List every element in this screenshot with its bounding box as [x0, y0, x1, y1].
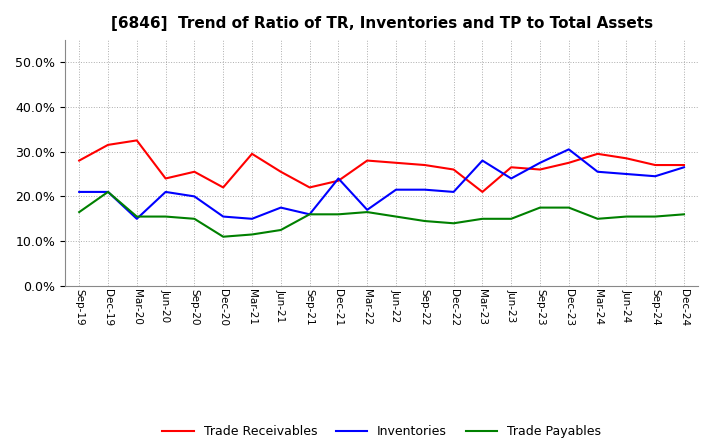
Inventories — [449, 189, 458, 194]
Trade Receivables — [190, 169, 199, 174]
Trade Payables — [334, 212, 343, 217]
Trade Receivables — [536, 167, 544, 172]
Trade Payables — [651, 214, 660, 219]
Inventories — [536, 160, 544, 165]
Trade Payables — [680, 212, 688, 217]
Trade Receivables — [507, 165, 516, 170]
Trade Payables — [104, 189, 112, 194]
Trade Receivables — [651, 162, 660, 168]
Trade Payables — [190, 216, 199, 221]
Trade Payables — [564, 205, 573, 210]
Title: [6846]  Trend of Ratio of TR, Inventories and TP to Total Assets: [6846] Trend of Ratio of TR, Inventories… — [111, 16, 652, 32]
Legend: Trade Receivables, Inventories, Trade Payables: Trade Receivables, Inventories, Trade Pa… — [157, 420, 606, 440]
Trade Receivables — [276, 169, 285, 174]
Trade Payables — [507, 216, 516, 221]
Trade Receivables — [478, 189, 487, 194]
Inventories — [680, 165, 688, 170]
Inventories — [564, 147, 573, 152]
Inventories — [478, 158, 487, 163]
Inventories — [622, 171, 631, 176]
Trade Receivables — [392, 160, 400, 165]
Trade Payables — [392, 214, 400, 219]
Trade Payables — [305, 212, 314, 217]
Trade Receivables — [104, 142, 112, 147]
Line: Trade Payables: Trade Payables — [79, 192, 684, 237]
Trade Payables — [622, 214, 631, 219]
Trade Payables — [219, 234, 228, 239]
Trade Payables — [161, 214, 170, 219]
Trade Receivables — [219, 185, 228, 190]
Inventories — [190, 194, 199, 199]
Trade Receivables — [161, 176, 170, 181]
Inventories — [219, 214, 228, 219]
Inventories — [161, 189, 170, 194]
Trade Payables — [75, 209, 84, 215]
Inventories — [507, 176, 516, 181]
Inventories — [334, 176, 343, 181]
Trade Payables — [363, 209, 372, 215]
Trade Receivables — [248, 151, 256, 157]
Inventories — [75, 189, 84, 194]
Trade Receivables — [680, 162, 688, 168]
Inventories — [392, 187, 400, 192]
Trade Payables — [449, 220, 458, 226]
Trade Payables — [276, 227, 285, 233]
Inventories — [363, 207, 372, 213]
Inventories — [305, 212, 314, 217]
Trade Payables — [593, 216, 602, 221]
Trade Receivables — [593, 151, 602, 157]
Line: Inventories: Inventories — [79, 149, 684, 219]
Trade Receivables — [420, 162, 429, 168]
Inventories — [248, 216, 256, 221]
Trade Receivables — [363, 158, 372, 163]
Trade Receivables — [305, 185, 314, 190]
Inventories — [132, 216, 141, 221]
Line: Trade Receivables: Trade Receivables — [79, 140, 684, 192]
Inventories — [420, 187, 429, 192]
Trade Payables — [248, 232, 256, 237]
Trade Payables — [478, 216, 487, 221]
Trade Payables — [132, 214, 141, 219]
Trade Receivables — [334, 178, 343, 183]
Trade Receivables — [132, 138, 141, 143]
Trade Payables — [420, 218, 429, 224]
Trade Receivables — [564, 160, 573, 165]
Trade Payables — [536, 205, 544, 210]
Inventories — [651, 174, 660, 179]
Trade Receivables — [449, 167, 458, 172]
Inventories — [104, 189, 112, 194]
Inventories — [276, 205, 285, 210]
Trade Receivables — [622, 156, 631, 161]
Trade Receivables — [75, 158, 84, 163]
Inventories — [593, 169, 602, 174]
